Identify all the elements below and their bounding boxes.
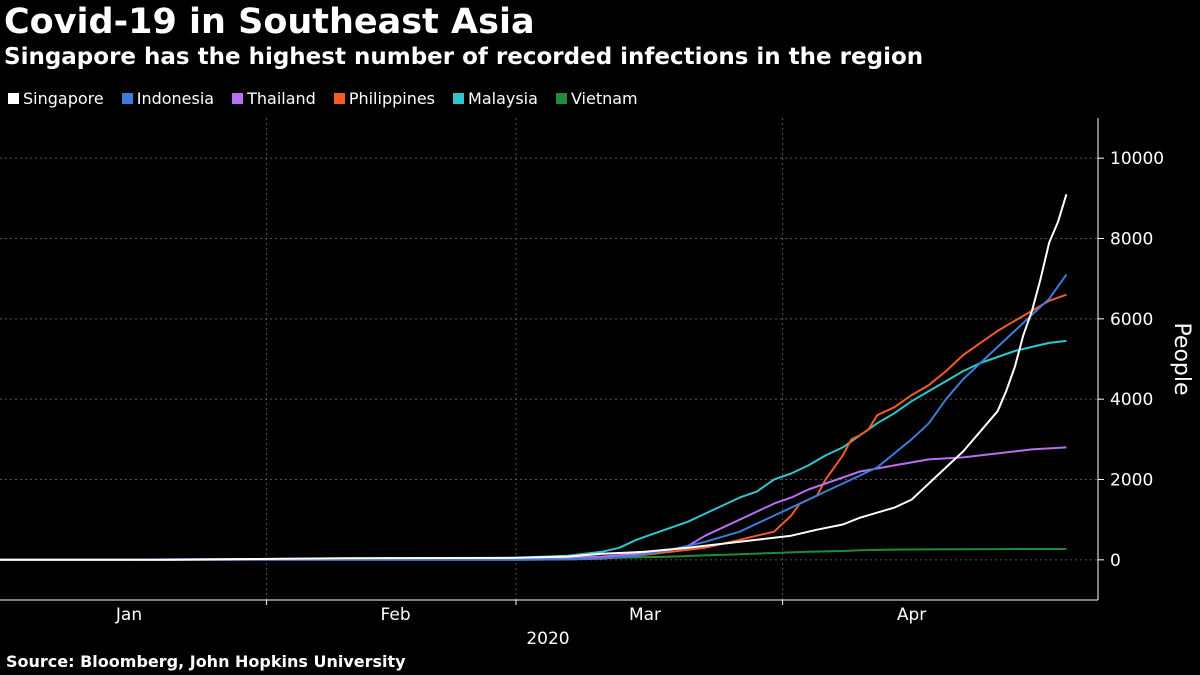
series-line-thailand (0, 446, 1067, 561)
legend-item-singapore: Singapore (8, 89, 104, 108)
x-tick-label: Mar (629, 605, 661, 625)
legend-label: Indonesia (136, 89, 215, 108)
y-tick-label: 6000 (1110, 310, 1153, 330)
chart-subtitle: Singapore has the highest number of reco… (4, 44, 924, 70)
legend-label: Vietnam (570, 89, 638, 108)
legend-swatch (333, 93, 345, 104)
y-tick-label: 8000 (1110, 230, 1153, 250)
legend-swatch (555, 93, 567, 104)
series-line-singapore (0, 194, 1068, 561)
legend-item-malaysia: Malaysia (453, 89, 538, 108)
x-tick-label: Jan (115, 605, 142, 625)
x-axis-label: 2020 (526, 629, 569, 649)
legend-label: Thailand (247, 89, 316, 108)
legend-item-thailand: Thailand (232, 89, 316, 108)
chart-legend: Singapore Indonesia Thailand Philippines Mal… (8, 89, 638, 108)
legend-swatch (453, 93, 465, 104)
legend-swatch (121, 93, 133, 104)
series-line-philippines (0, 293, 1067, 561)
y-tick-label: 0 (1110, 551, 1121, 571)
chart-source: Source: Bloomberg, John Hopkins Universi… (6, 652, 406, 671)
legend-swatch (8, 93, 19, 104)
legend-label: Singapore (23, 89, 104, 108)
legend-label: Philippines (348, 89, 436, 108)
y-tick-label: 2000 (1110, 471, 1153, 491)
x-tick-label: Apr (897, 605, 926, 625)
legend-swatch (232, 93, 244, 104)
legend-item-philippines: Philippines (333, 89, 436, 108)
y-axis-label: People (1169, 322, 1194, 395)
series-line-malaysia (0, 339, 1067, 561)
y-tick-label: 10000 (1110, 149, 1164, 169)
x-tick-label: Feb (381, 605, 411, 625)
legend-item-indonesia: Indonesia (121, 89, 215, 108)
y-tick-label: 4000 (1110, 390, 1153, 410)
legend-label: Malaysia (468, 89, 538, 108)
legend-item-vietnam: Vietnam (555, 89, 638, 108)
chart-title: Covid-19 in Southeast Asia (4, 2, 535, 42)
series-line-indonesia (0, 274, 1068, 561)
